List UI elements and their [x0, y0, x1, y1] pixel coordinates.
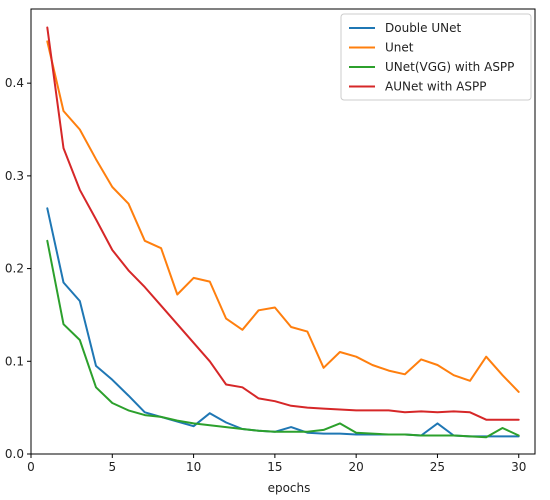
x-tick-label: 0	[27, 460, 35, 474]
legend-box	[340, 13, 532, 101]
series-lines	[46, 26, 520, 439]
series-line-3	[46, 239, 520, 439]
y-tick-label: 0.1	[5, 354, 24, 368]
x-tick-label: 20	[349, 460, 364, 474]
series-line-1	[46, 207, 520, 438]
x-tick-label: 15	[267, 460, 282, 474]
x-tick-label: 30	[511, 460, 526, 474]
legend-label-4: AUNet with ASPP	[385, 80, 486, 94]
x-tick-label: 10	[186, 460, 201, 474]
legend-label-1: Double UNet	[385, 21, 461, 35]
legend: Double UNet Unet UNet(VGG) with ASPP AUNet …	[340, 13, 532, 101]
y-tick-label: 0.3	[5, 169, 24, 183]
x-tick-label: 25	[430, 460, 445, 474]
legend-label-2: Unet	[385, 41, 414, 55]
axis-ticks: 0 5 10 15 20 25 30 0.0 0.1 0.2 0.3 0.4	[5, 76, 526, 474]
y-tick-label: 0.0	[5, 447, 24, 461]
x-axis-label: epochs	[268, 481, 311, 495]
series-line-4	[46, 26, 520, 421]
x-tick-label: 5	[108, 460, 116, 474]
series-line-2	[46, 40, 520, 393]
y-tick-label: 0.2	[5, 262, 24, 276]
legend-label-3: UNet(VGG) with ASPP	[385, 60, 514, 74]
y-tick-label: 0.4	[5, 76, 24, 90]
